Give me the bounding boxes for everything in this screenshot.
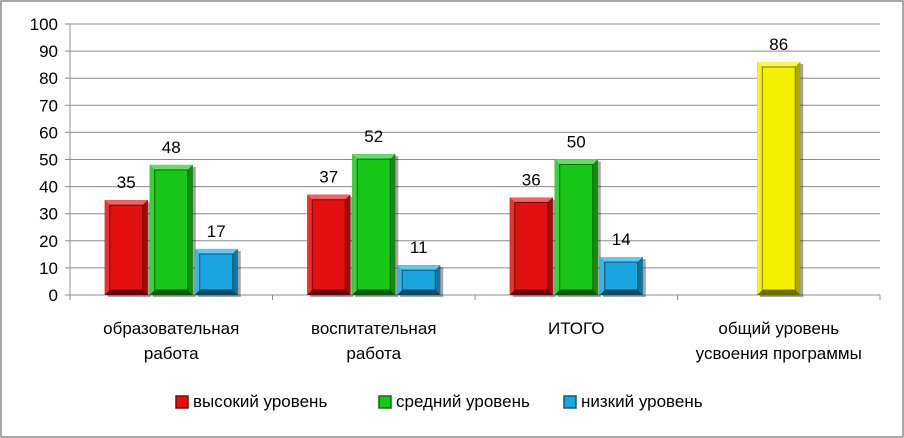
bar-value-label: 52 bbox=[364, 127, 383, 146]
legend-label: высокий уровень bbox=[193, 392, 327, 411]
y-tick-label: 0 bbox=[49, 286, 58, 305]
bar-средний-уровень bbox=[149, 164, 196, 297]
bar-value-label: 14 bbox=[612, 230, 631, 249]
bar-низкий-уровень bbox=[397, 265, 444, 297]
y-tick-label: 80 bbox=[39, 69, 58, 88]
bar-низкий-уровень bbox=[194, 248, 241, 297]
legend-item: высокий уровень bbox=[175, 392, 327, 411]
bar-низкий-уровень bbox=[599, 257, 646, 297]
x-category-label: общий уровень bbox=[718, 319, 839, 338]
legend-swatch bbox=[175, 395, 189, 409]
x-category-label: усвоения программы bbox=[696, 344, 862, 363]
y-tick-label: 50 bbox=[39, 151, 58, 170]
y-tick-label: 100 bbox=[30, 15, 58, 34]
y-tick-label: 70 bbox=[39, 96, 58, 115]
y-tick-label: 40 bbox=[39, 178, 58, 197]
bar-value-label: 37 bbox=[319, 168, 338, 187]
legend: высокий уровень средний уровень низкий уро… bbox=[175, 392, 703, 411]
x-category-label: работа bbox=[346, 344, 401, 363]
bar-value-label: 35 bbox=[117, 173, 136, 192]
bar-высокий-уровень bbox=[104, 200, 151, 297]
axes: 0 10 20 30 40 50 60 70 80 90 100 образовательная раб… bbox=[30, 15, 881, 363]
bar-value-label: 36 bbox=[522, 170, 541, 189]
legend-swatch bbox=[378, 395, 392, 409]
bar-value-label: 86 bbox=[769, 35, 788, 54]
legend-item: низкий уровень bbox=[563, 392, 703, 411]
bar-высокий-уровень bbox=[509, 197, 556, 297]
bars bbox=[104, 61, 804, 297]
y-tick-label: 10 bbox=[39, 259, 58, 278]
data-labels: 35 48 17 37 52 11 36 50 14 86 bbox=[117, 35, 788, 257]
x-category-label: ИТОГО bbox=[548, 319, 605, 338]
x-category-label: образовательная bbox=[103, 319, 239, 338]
y-tick-label: 90 bbox=[39, 42, 58, 61]
y-tick-label: 30 bbox=[39, 205, 58, 224]
legend-label: низкий уровень bbox=[581, 392, 703, 411]
legend-swatch bbox=[563, 395, 577, 409]
bar-средний-уровень bbox=[352, 154, 399, 297]
bar-value-label: 48 bbox=[162, 138, 181, 157]
bar-средний-уровень bbox=[554, 159, 601, 297]
x-category-label: воспитательная bbox=[311, 319, 436, 338]
y-tick-label: 20 bbox=[39, 232, 58, 251]
y-tick-label: 60 bbox=[39, 123, 58, 142]
bar-value-label: 17 bbox=[207, 222, 226, 241]
x-category-label: работа bbox=[144, 344, 199, 363]
legend-item: средний уровень bbox=[378, 392, 530, 411]
legend-label: средний уровень bbox=[396, 392, 530, 411]
bar-value-label: 11 bbox=[410, 238, 428, 257]
bar-value-label: 50 bbox=[567, 133, 586, 152]
bar-total bbox=[757, 61, 804, 297]
bar-высокий-уровень bbox=[307, 194, 354, 297]
